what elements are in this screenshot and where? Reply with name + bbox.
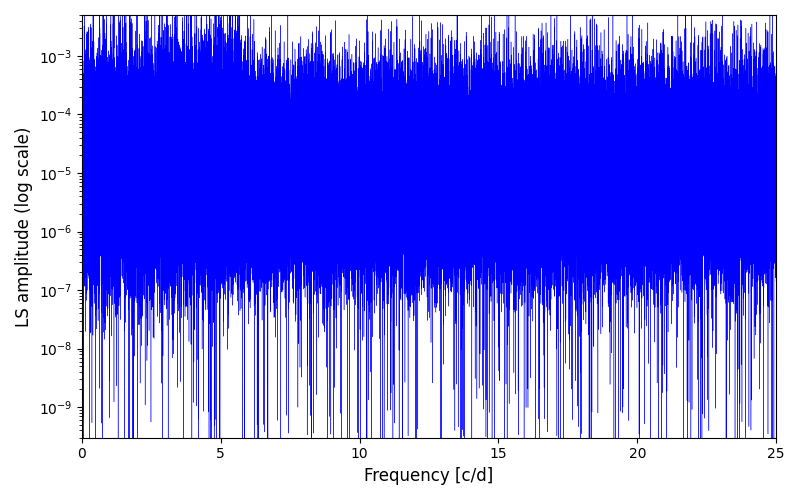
X-axis label: Frequency [c/d]: Frequency [c/d]: [364, 467, 494, 485]
Y-axis label: LS amplitude (log scale): LS amplitude (log scale): [15, 126, 33, 326]
